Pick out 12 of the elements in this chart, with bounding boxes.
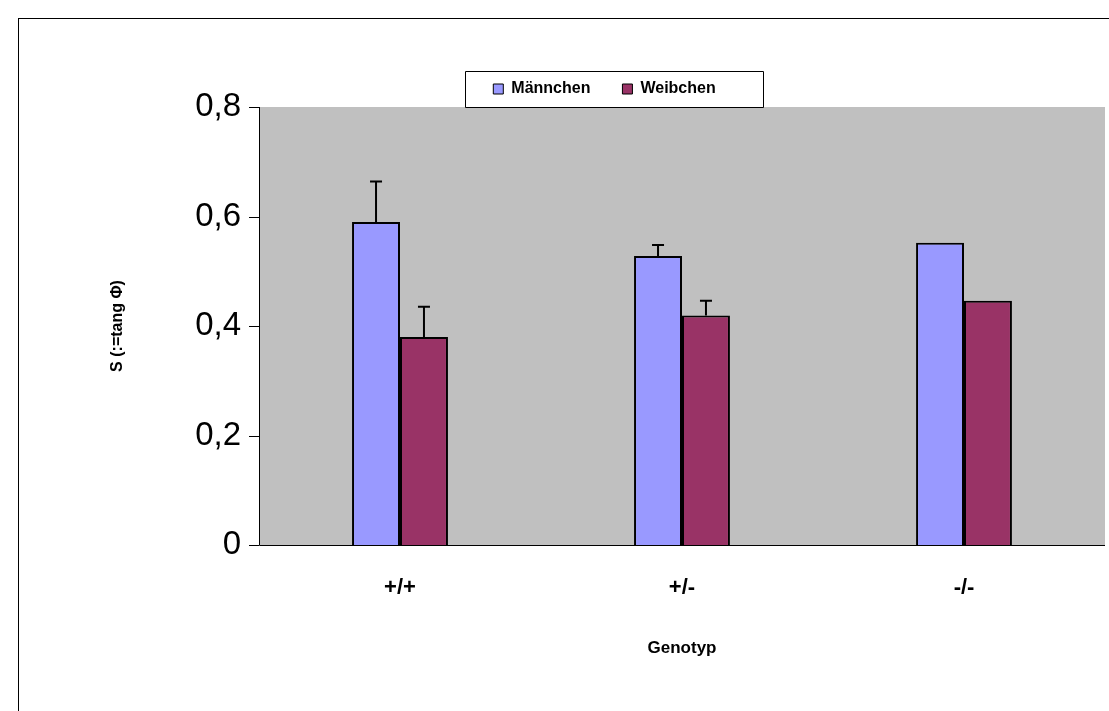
x-tick-label: +/+ bbox=[384, 574, 416, 600]
x-tick-label: +/- bbox=[668, 574, 696, 600]
x-tick-label: -/- bbox=[953, 574, 975, 600]
y-tick-label: 0,2 bbox=[195, 414, 241, 452]
y-tick-label: 0,6 bbox=[195, 195, 241, 233]
y-tick-label: 0,4 bbox=[195, 305, 241, 343]
legend-label: Männchen bbox=[511, 79, 591, 97]
y-tick-label: 0 bbox=[222, 524, 241, 562]
y-axis-title: S (:=tang Φ) bbox=[108, 280, 126, 372]
y-tick-label: 0,8 bbox=[195, 86, 241, 124]
legend-label: Weibchen bbox=[640, 79, 716, 97]
x-axis-title: Genotyp bbox=[647, 638, 717, 658]
